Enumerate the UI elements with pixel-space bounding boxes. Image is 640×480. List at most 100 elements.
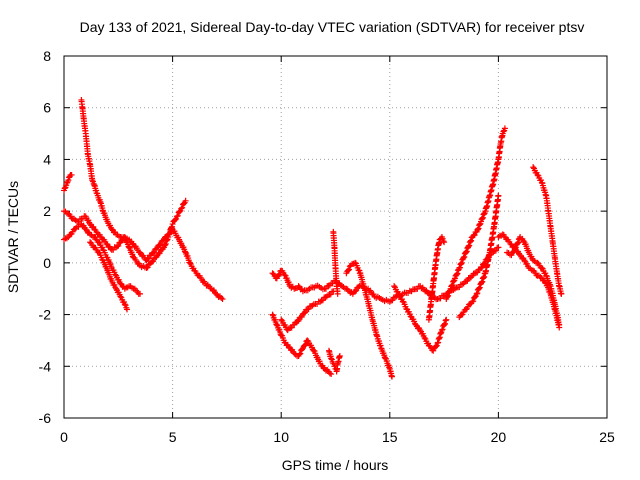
data-point: [296, 351, 303, 358]
data-point: [302, 309, 309, 316]
chart-title: Day 133 of 2021, Sidereal Day-to-day VTE…: [80, 19, 585, 35]
data-point: [463, 249, 470, 256]
series-arc-m: [425, 234, 448, 323]
data-point: [121, 234, 128, 240]
data-point: [530, 164, 537, 171]
data-point: [112, 271, 119, 278]
data-point: [492, 247, 499, 254]
data-point: [450, 277, 457, 284]
data-point: [476, 221, 483, 228]
data-point: [129, 240, 136, 247]
data-point: [471, 293, 478, 300]
data-point: [480, 260, 487, 267]
data-point: [479, 215, 486, 222]
data-point: [501, 125, 508, 132]
data-point: [479, 278, 486, 285]
series-arc-h: [278, 288, 337, 334]
data-point: [441, 239, 448, 246]
data-point: [445, 292, 452, 299]
data-point: [345, 267, 352, 274]
data-point: [87, 221, 94, 228]
data-point: [218, 295, 225, 302]
data-point: [68, 171, 75, 178]
data-point: [386, 298, 393, 305]
data-point: [391, 283, 398, 290]
x-tick-label: 25: [599, 429, 615, 445]
x-tick-label: 15: [382, 429, 398, 445]
data-point: [347, 289, 354, 296]
y-tick-label: 2: [43, 203, 51, 219]
series-arc-l: [391, 283, 450, 354]
x-tick-label: 5: [169, 429, 177, 445]
data-point: [458, 260, 465, 267]
data-point: [467, 238, 474, 245]
data-point: [465, 243, 472, 250]
data-point: [353, 287, 360, 294]
data-point: [153, 245, 160, 252]
series-arc-e: [87, 239, 130, 313]
y-tick-label: -2: [39, 307, 52, 323]
data-point: [328, 355, 335, 362]
data-point: [298, 313, 305, 320]
data-point: [443, 316, 450, 323]
data-point: [511, 248, 518, 255]
data-point: [456, 264, 463, 271]
series-arc-i: [325, 347, 343, 375]
data-point: [389, 297, 396, 304]
data-point: [556, 321, 563, 328]
data-point: [285, 343, 292, 350]
data-point: [407, 313, 414, 320]
data-point: [89, 177, 96, 184]
data-point: [479, 214, 486, 221]
data-point: [474, 226, 481, 233]
data-point: [169, 221, 176, 228]
series-arc-g: [269, 311, 335, 378]
data-point: [537, 177, 544, 184]
data-point: [458, 259, 465, 266]
data-point: [305, 306, 312, 313]
series-arc-j: [330, 228, 341, 297]
data-point: [150, 258, 157, 265]
data-point: [454, 270, 461, 277]
data-point: [558, 290, 565, 297]
data-point: [108, 226, 115, 233]
data-point: [278, 316, 285, 323]
data-point: [327, 291, 334, 298]
data-point: [203, 282, 210, 289]
data-point: [440, 238, 447, 245]
data-point: [378, 345, 385, 352]
data-point: [534, 171, 541, 178]
data-point: [215, 294, 222, 301]
data-point: [461, 253, 468, 260]
data-point: [442, 320, 449, 327]
series-arc-r: [530, 164, 565, 297]
data-point: [515, 239, 522, 246]
data-point: [326, 370, 333, 377]
data-point: [520, 237, 527, 244]
data-point: [117, 293, 124, 300]
data-point: [432, 343, 439, 350]
data-point: [299, 346, 306, 353]
data-point: [213, 290, 220, 297]
x-tick-label: 10: [273, 429, 289, 445]
data-point: [145, 255, 152, 262]
data-point: [441, 321, 448, 328]
data-point: [273, 321, 280, 328]
data-point: [495, 244, 502, 251]
data-point: [542, 270, 549, 277]
data-point: [156, 250, 163, 257]
data-point: [182, 197, 189, 204]
series-arc-c: [61, 197, 189, 272]
data-point: [320, 364, 327, 371]
series-arc-q: [504, 234, 563, 328]
data-point: [117, 280, 124, 287]
data-point: [99, 244, 106, 251]
data-point: [322, 285, 329, 292]
data-point: [478, 279, 485, 286]
data-point: [126, 244, 133, 251]
y-axis-label: SDTVAR / TECUs: [5, 181, 21, 293]
data-point: [162, 241, 169, 248]
data-point: [514, 240, 521, 247]
data-point: [463, 248, 470, 255]
